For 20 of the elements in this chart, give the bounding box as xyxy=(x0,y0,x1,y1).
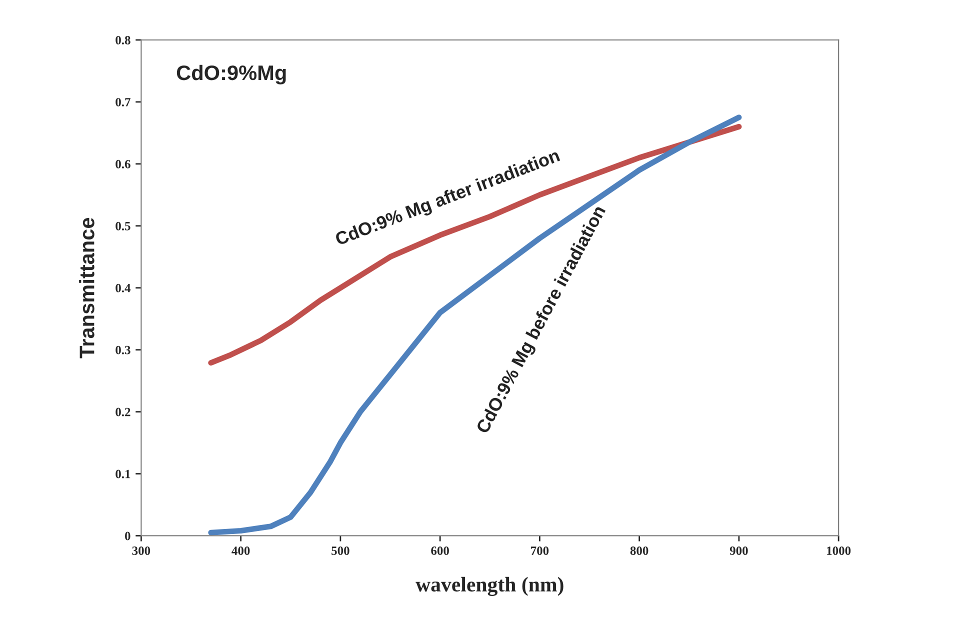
y-tick-label: 0.3 xyxy=(116,346,130,354)
x-tick-label: 400 xyxy=(232,546,250,555)
y-tick-label: 0.1 xyxy=(116,470,130,478)
x-tick-label: 1000 xyxy=(827,546,851,555)
x-tick-label: 700 xyxy=(531,546,549,555)
y-tick-label: 0.6 xyxy=(116,160,130,168)
x-tick-label: 300 xyxy=(132,546,150,555)
x-axis-title: wavelength (nm) xyxy=(416,576,564,596)
y-tick-label: 0.2 xyxy=(116,408,130,416)
y-tick-label: 0.8 xyxy=(116,36,130,44)
x-tick-label: 800 xyxy=(630,546,648,555)
y-tick-label: 0.5 xyxy=(116,222,130,230)
x-tick-label: 900 xyxy=(730,546,748,555)
x-tick-label: 500 xyxy=(332,546,350,555)
y-tick-label: 0.4 xyxy=(116,284,131,292)
y-tick-label: 0 xyxy=(125,532,130,540)
y-axis-title: Transmittance xyxy=(79,218,94,358)
y-tick-label: 0.7 xyxy=(116,98,130,106)
annotation: CdO:9%Mg xyxy=(176,64,286,84)
x-tick-label: 600 xyxy=(431,546,449,555)
